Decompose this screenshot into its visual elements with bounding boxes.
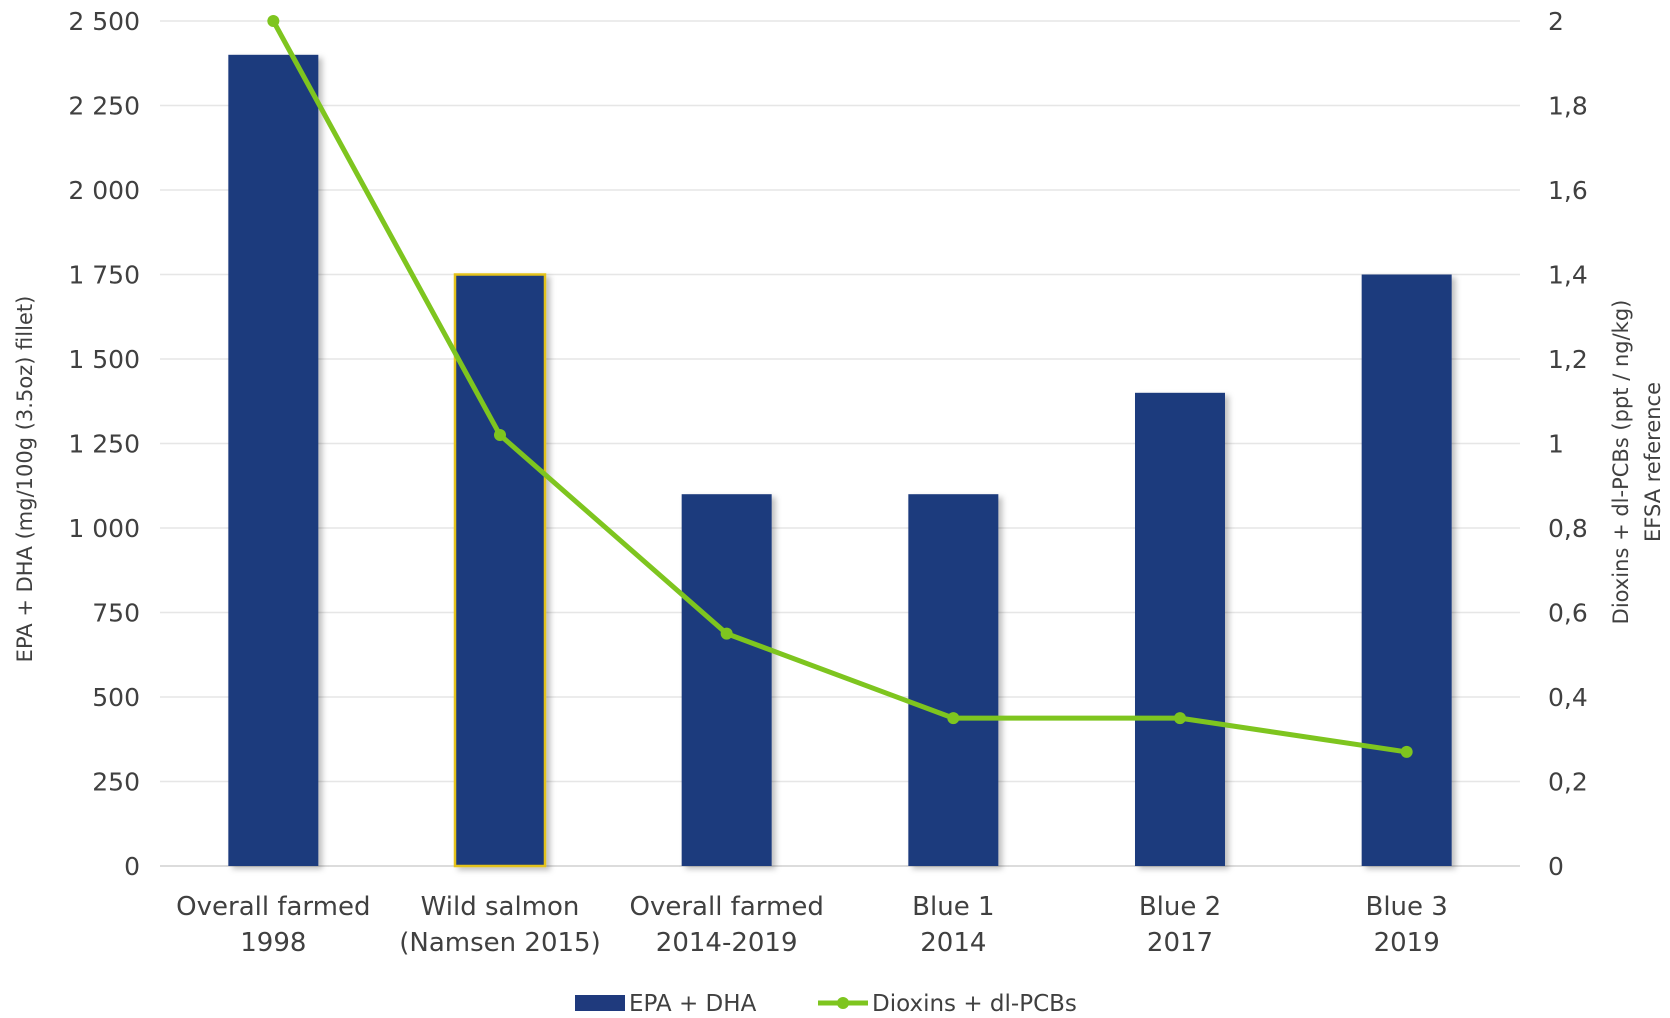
- left-tick-label: 2 250: [68, 92, 140, 121]
- category-label: 1998: [240, 928, 306, 958]
- series-line: [270, 18, 1410, 755]
- line-point: [947, 712, 960, 725]
- line-series: [267, 15, 1413, 758]
- line-point: [494, 429, 506, 442]
- left-tick-label: 750: [92, 599, 140, 628]
- bar-series: [228, 54, 1452, 868]
- right-tick-label: 1,2: [1548, 345, 1588, 374]
- bar: [908, 494, 999, 866]
- right-tick-label: 1,4: [1548, 261, 1588, 290]
- left-tick-label: 1 500: [68, 345, 140, 374]
- line-point: [720, 627, 733, 640]
- category-label: 2017: [1147, 928, 1213, 958]
- category-label: Wild salmon: [421, 892, 580, 922]
- category-label: 2014-2019: [656, 928, 798, 958]
- right-tick-label: 0,6: [1548, 599, 1588, 628]
- left-tick-label: 2 500: [68, 7, 140, 36]
- left-tick-label: 250: [92, 768, 140, 797]
- gridlines: [160, 20, 1520, 867]
- category-label: Overall farmed: [630, 892, 824, 922]
- line-point: [1400, 745, 1413, 758]
- category-label: Blue 3: [1365, 892, 1447, 922]
- left-tick-label: 1 250: [68, 430, 140, 459]
- right-tick-label: 1,8: [1548, 92, 1588, 121]
- legend: EPA + DHA Dioxins + dl-PCBs: [575, 991, 1077, 1017]
- right-tick-label: 0,4: [1548, 683, 1588, 712]
- right-tick-label: 0,8: [1548, 514, 1588, 543]
- bar: [681, 494, 772, 866]
- right-axis-title-line: Dioxins + dl-PCBs (ppt / ng/kg): [1609, 300, 1633, 625]
- legend-swatch-bars: [575, 995, 625, 1011]
- category-label: (Namsen 2015): [399, 928, 600, 958]
- left-tick-label: 1 000: [68, 514, 140, 543]
- right-axis-ticks: 0 0,2 0,4 0,6 0,8 1 1,2 1,4 1,6 1,8 2: [1548, 7, 1588, 881]
- legend-label-line: Dioxins + dl-PCBs: [872, 991, 1077, 1017]
- category-label: Blue 2: [1139, 892, 1221, 922]
- left-tick-label: 1 750: [68, 261, 140, 290]
- right-tick-label: 2: [1548, 7, 1564, 36]
- right-tick-label: 0: [1548, 852, 1564, 881]
- left-axis-ticks: 0 250 500 750 1 000 1 250 1 500 1 750 2 000 2 250…: [68, 7, 140, 881]
- right-axis-title-line: EFSA reference: [1641, 382, 1665, 542]
- right-tick-label: 0,2: [1548, 768, 1588, 797]
- category-label: Overall farmed: [176, 892, 370, 922]
- right-axis-title: Dioxins + dl-PCBs (ppt / ng/kg) EFSA refe…: [1609, 300, 1665, 625]
- left-tick-label: 2 000: [68, 176, 140, 205]
- legend-label-bars: EPA + DHA: [629, 991, 757, 1017]
- left-tick-label: 500: [92, 683, 140, 712]
- right-tick-label: 1,6: [1548, 176, 1588, 205]
- line-point: [267, 15, 280, 27]
- right-tick-label: 1: [1548, 430, 1564, 459]
- category-labels: Overall farmed 1998 Wild salmon (Namsen 201…: [176, 892, 1448, 958]
- category-label: 2019: [1374, 928, 1440, 958]
- bar: [1361, 274, 1452, 866]
- bar: [228, 54, 319, 867]
- left-axis-title: EPA + DHA (mg/100g (3.5oz) fillet): [13, 296, 37, 663]
- bar: [453, 273, 547, 868]
- bar: [1135, 392, 1225, 866]
- category-label: 2014: [920, 928, 986, 958]
- left-tick-label: 0: [124, 852, 140, 881]
- category-label: Blue 1: [912, 892, 994, 922]
- line-point: [1174, 712, 1186, 725]
- legend-swatch-marker: [837, 997, 849, 1009]
